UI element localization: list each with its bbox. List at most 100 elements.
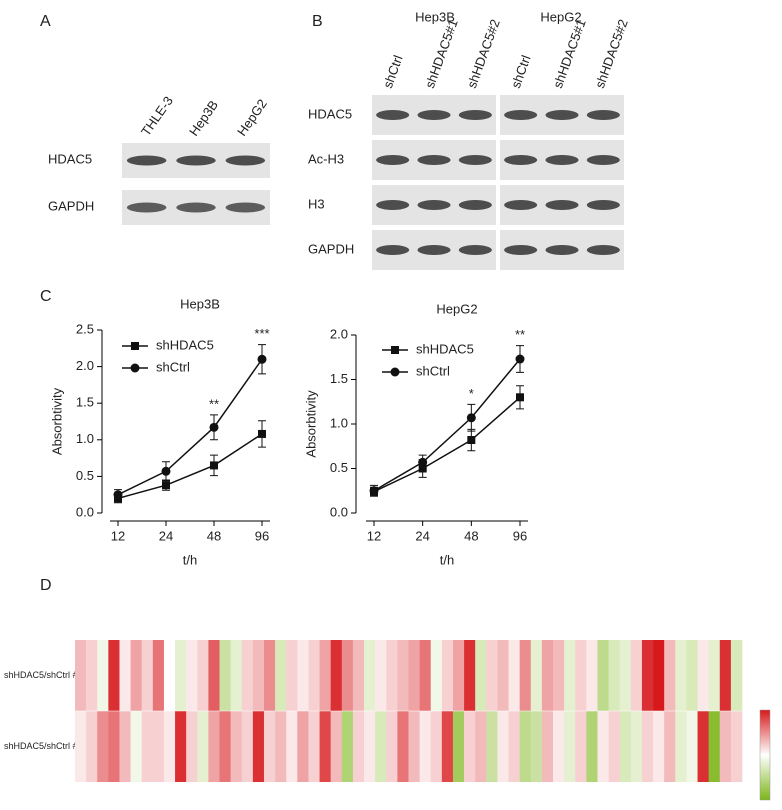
heatmap-cell [352, 711, 365, 782]
heatmap-cell [263, 640, 276, 711]
heatmap-cell [108, 640, 120, 711]
blot-band [586, 155, 620, 165]
marker [210, 461, 218, 470]
heatmap-cell [697, 640, 709, 711]
line [117, 433, 263, 500]
heatmap-cell [286, 640, 298, 711]
row-label: GAPDH [308, 241, 354, 256]
significance: ** [515, 327, 525, 342]
heatmap-cell [475, 711, 487, 782]
row-label: GAPDH [48, 198, 94, 213]
heatmap-cell [175, 640, 187, 711]
heatmap-cell [330, 640, 343, 711]
blot-band [586, 245, 620, 255]
x-tick-label: 96 [255, 528, 269, 543]
panel-label: A [40, 13, 51, 30]
group-label: Hep3B [415, 9, 455, 24]
y-tick-label: 2.5 [76, 321, 94, 336]
blot-band [545, 110, 579, 120]
heatmap-cell [719, 711, 732, 782]
heatmap-cell [75, 711, 87, 782]
marker [418, 457, 428, 467]
y-tick-label: 1.0 [76, 431, 94, 446]
lane-label: shHDAC5#2 [464, 17, 503, 90]
heatmap-cell [241, 711, 254, 782]
blot-band [586, 200, 620, 210]
x-tick-label: 48 [207, 528, 221, 543]
x-tick-label: 24 [415, 528, 429, 543]
marker [369, 486, 379, 496]
blot-band [225, 155, 266, 166]
heatmap-cell [630, 711, 643, 782]
heatmap-cell [341, 640, 354, 711]
heatmap-cell [597, 640, 609, 711]
marker [257, 354, 267, 364]
heatmap-cell [186, 711, 198, 782]
heatmap-cell [230, 640, 243, 711]
heatmap-cell [130, 640, 142, 711]
heatmap-cell [675, 711, 687, 782]
x-axis-label: t/h [183, 552, 197, 567]
heatmap-cell [586, 711, 598, 782]
heatmap-cell [719, 640, 732, 711]
heatmap-cell [386, 711, 398, 782]
heatmap-cell [430, 640, 443, 711]
heatmap-cell [108, 711, 120, 782]
blot-band [376, 245, 410, 255]
heatmap-cell [586, 640, 598, 711]
heatmap-cell [364, 640, 376, 711]
heatmap-cell [241, 640, 254, 711]
y-axis-label: Absorbtivity [303, 390, 318, 458]
row-label: H3 [308, 196, 325, 211]
y-tick-label: 0.0 [76, 504, 94, 519]
row-label: shHDAC5/shCtrl #2 [4, 741, 83, 751]
significance: *** [254, 326, 269, 341]
lane-label: Hep3B [186, 98, 221, 139]
panel-label: B [312, 13, 323, 30]
legend-marker [130, 363, 140, 373]
blot-band [417, 110, 451, 120]
row-label: Ac-H3 [308, 151, 344, 166]
heatmap-cell [397, 640, 409, 711]
heatmap-cell [408, 640, 420, 711]
line [373, 358, 521, 492]
blot-band [376, 155, 410, 165]
chart-title: HepG2 [436, 301, 477, 316]
legend-marker [391, 346, 399, 354]
heatmap-cell [297, 640, 309, 711]
heatmap-cell [497, 711, 509, 782]
heatmap-cell [208, 711, 220, 782]
heatmap-cell [597, 711, 609, 782]
heatmap-cell [130, 711, 142, 782]
heatmap-cell [308, 640, 320, 711]
blot-band [504, 155, 538, 165]
heatmap-cell [475, 640, 487, 711]
heatmap-cell [486, 640, 498, 711]
group-label: HepG2 [540, 9, 581, 24]
heatmap-cell [252, 640, 265, 711]
legend-marker [131, 342, 139, 350]
heatmap-cell [97, 640, 109, 711]
x-tick-label: 12 [111, 528, 125, 543]
heatmap-cell [419, 711, 432, 782]
heatmap-cell [364, 711, 376, 782]
y-tick-label: 1.0 [330, 415, 348, 430]
x-tick-label: 48 [464, 528, 478, 543]
blot-band [458, 110, 492, 120]
heatmap-cell [508, 640, 520, 711]
heatmap-cell [219, 711, 231, 782]
heatmap-cell [519, 711, 532, 782]
heatmap-cell [452, 640, 465, 711]
significance: ** [209, 396, 219, 411]
heatmap-cell [441, 711, 454, 782]
heatmap-cell [486, 711, 498, 782]
panel-label: D [40, 577, 52, 594]
heatmap-cell [308, 711, 320, 782]
heatmap-cell [275, 640, 287, 711]
heatmap-cell [575, 640, 587, 711]
heatmap-cell [341, 711, 354, 782]
blot-band [458, 245, 492, 255]
heatmap-cell [641, 640, 654, 711]
heatmap-cell [97, 711, 109, 782]
